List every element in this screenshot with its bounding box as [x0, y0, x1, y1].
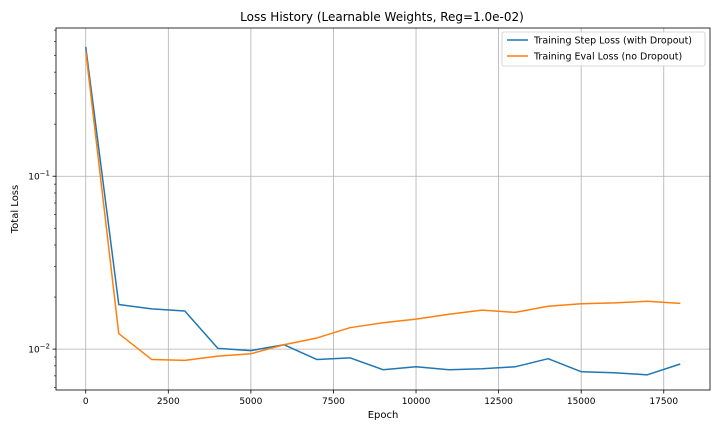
y-axis-ticks: 10−1 10−2 — [28, 29, 56, 388]
x-tick-label: 0 — [83, 397, 89, 407]
legend: Training Step Loss (with Dropout) Traini… — [501, 31, 706, 67]
legend-box — [501, 31, 706, 67]
y-tick-label: 10−2 — [28, 343, 50, 356]
y-tick-label: 10−1 — [28, 170, 50, 183]
x-tick-label: 5000 — [239, 397, 262, 407]
series-line-step-loss — [84, 46, 681, 376]
x-tick-label: 7500 — [322, 397, 345, 407]
chart-title: Loss History (Learnable Weights, Reg=1.0… — [240, 10, 524, 24]
x-tick-label: 2500 — [157, 397, 180, 407]
legend-label-step-loss: Training Step Loss (with Dropout) — [533, 36, 692, 47]
series-layer — [84, 46, 681, 376]
x-axis-label: Epoch — [368, 410, 399, 421]
x-tick-label: 12500 — [484, 397, 513, 407]
plot-frame — [55, 27, 711, 391]
x-tick-label: 10000 — [402, 397, 431, 407]
legend-label-eval-loss: Training Eval Loss (no Dropout) — [533, 52, 682, 63]
series-line-eval-loss — [84, 50, 681, 362]
x-tick-label: 15000 — [567, 397, 596, 407]
y-axis-label: Total Loss — [10, 185, 21, 234]
grid — [56, 28, 710, 390]
x-axis-ticks: 0 2500 5000 7500 10000 12500 15000 17500 — [83, 390, 678, 407]
x-tick-label: 17500 — [649, 397, 678, 407]
